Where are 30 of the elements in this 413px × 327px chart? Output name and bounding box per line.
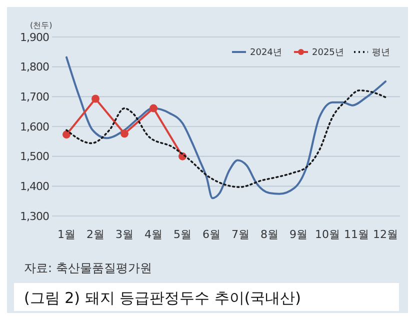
y-tick-label: 1,700 bbox=[20, 90, 50, 104]
x-tick-label: 10월 bbox=[315, 228, 340, 241]
x-tick-label: 1월 bbox=[58, 228, 76, 241]
text: 자료: 축산물품질평가원 bbox=[24, 261, 152, 275]
x-tick-label: 3월 bbox=[116, 228, 134, 241]
x-tick-label: 12월 bbox=[373, 228, 398, 241]
x-tick-label: 11월 bbox=[344, 228, 369, 241]
legend-label: 2024년 bbox=[250, 48, 282, 58]
x-tick-label: 5월 bbox=[174, 228, 192, 241]
x-tick-label: 4월 bbox=[144, 228, 162, 241]
x-tick-label: 6월 bbox=[202, 228, 220, 241]
x-tick-label: 2월 bbox=[86, 228, 104, 241]
y-tick-label: 1,500 bbox=[20, 150, 50, 164]
y-axis-title: (천두) bbox=[30, 21, 52, 30]
line-series bbox=[66, 56, 386, 200]
x-tick-label: 9월 bbox=[290, 228, 308, 241]
y-tick-label: 1,600 bbox=[20, 120, 50, 134]
point bbox=[62, 130, 70, 139]
point bbox=[92, 94, 100, 103]
y-tick-label: 1,300 bbox=[20, 210, 50, 223]
y-tick-label: 1,800 bbox=[20, 60, 50, 74]
legend-label: 평년 bbox=[372, 48, 390, 58]
x-tick-label: 8월 bbox=[260, 228, 278, 241]
legend-label: 2025년 bbox=[312, 48, 344, 58]
y-tick-label: 1,900 bbox=[20, 30, 50, 44]
point bbox=[150, 104, 158, 112]
text: (그림 2) 돼지 등급판정두수 추이(국내산) bbox=[24, 289, 302, 307]
point bbox=[120, 130, 128, 138]
y-tick-label: 1,400 bbox=[20, 180, 50, 194]
x-tick-label: 7월 bbox=[232, 228, 250, 241]
